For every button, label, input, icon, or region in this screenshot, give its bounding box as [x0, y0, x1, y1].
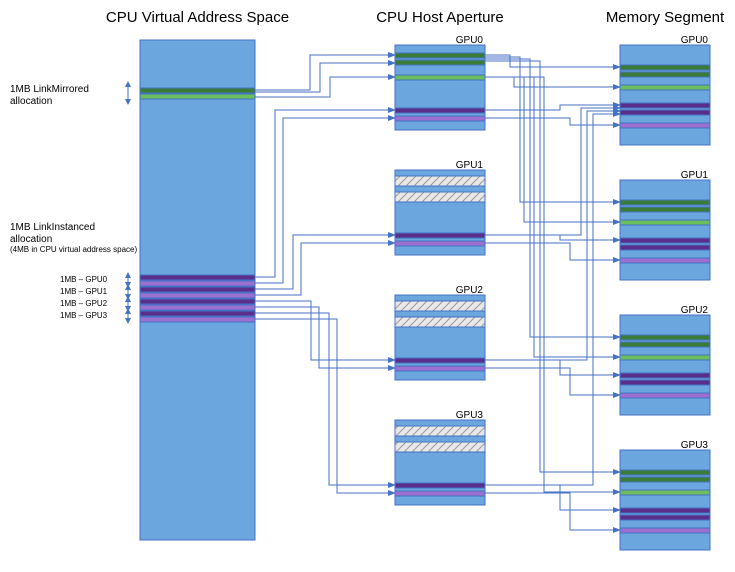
- aperture-gpu1-label: GPU1: [456, 160, 484, 171]
- aperture-gpu2-label: GPU2: [456, 285, 484, 296]
- diagram: CPU Virtual Address Space CPU Host Apertu…: [0, 0, 735, 567]
- label-gpu2: 1MB – GPU2: [60, 299, 108, 308]
- title-memory-segment: Memory Segment: [606, 9, 725, 26]
- label-instanced: 1MB LinkInstanced: [10, 222, 95, 233]
- title-cpu-vas: CPU Virtual Address Space: [106, 9, 289, 26]
- memseg-gpu2-label: GPU2: [681, 305, 709, 316]
- memseg-gpu1-label: GPU1: [681, 170, 709, 181]
- label-gpu0: 1MB – GPU0: [60, 275, 108, 284]
- memseg-gpu0-label: GPU0: [681, 35, 709, 46]
- : allocation: [10, 234, 52, 245]
- : allocation: [10, 96, 52, 107]
- aperture-gpu3-label: GPU3: [456, 410, 484, 421]
- memseg-gpu3-label: GPU3: [681, 440, 709, 451]
- : (4MB in CPU virtual address space): [10, 245, 137, 254]
- title-cpu-aperture: CPU Host Aperture: [376, 9, 504, 26]
- label-mirrored: 1MB LinkMirrored: [10, 84, 89, 95]
- aperture-gpu0-label: GPU0: [456, 35, 484, 46]
- label-gpu1: 1MB – GPU1: [60, 287, 108, 296]
- label-gpu3: 1MB – GPU3: [60, 311, 108, 320]
